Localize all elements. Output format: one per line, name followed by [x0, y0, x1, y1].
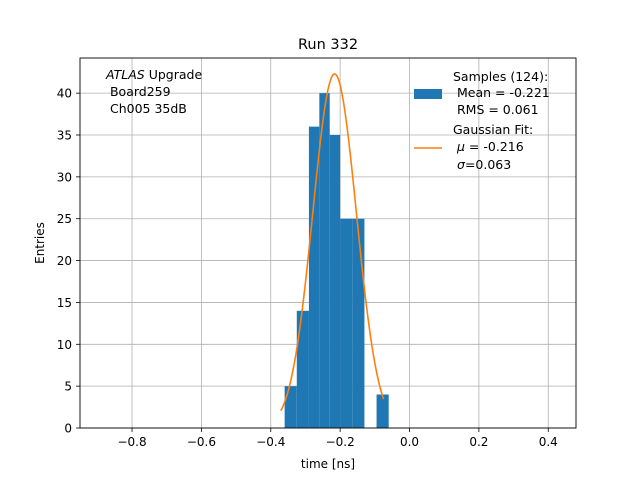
annotation-line-1: ATLAS Upgrade	[105, 67, 202, 82]
y-tick-label: 30	[57, 170, 72, 184]
histogram-bar	[284, 386, 297, 428]
legend-samples-mean: Mean = -0.221	[453, 85, 550, 100]
y-tick-label: 25	[57, 212, 72, 226]
legend-fit-title: Gaussian Fit:	[453, 122, 533, 137]
legend-fit-mu: μ = -0.216	[456, 139, 524, 154]
annotation-line-2: Board259	[106, 84, 171, 99]
x-tick-label: 0.0	[400, 435, 419, 449]
histogram-bar	[308, 126, 320, 429]
histogram-bar	[329, 135, 341, 428]
fit-curve-group	[280, 73, 385, 412]
y-tick-label: 20	[57, 254, 72, 268]
chart-title: Run 332	[298, 37, 358, 53]
y-tick-label: 40	[57, 87, 72, 101]
histogram-bar	[352, 218, 365, 428]
legend: Samples (124): Mean = -0.221 RMS = 0.061…	[414, 69, 550, 172]
plot-frame	[79, 57, 577, 429]
x-tick-label: 0.2	[469, 435, 488, 449]
x-axis-ticks: −0.8 −0.6 −0.4 −0.2 0.0 0.2 0.4	[117, 428, 558, 449]
legend-sigma-symbol: σ	[457, 157, 466, 172]
y-axis-ticks: 0 5 10 15 20 25 30 35 40	[57, 87, 80, 436]
legend-samples-rms: RMS = 0.061	[453, 102, 539, 117]
x-tick-label: −0.6	[187, 435, 216, 449]
atlas-annotation: ATLAS Upgrade Board259 Ch005 35dB	[105, 67, 202, 116]
legend-mu-symbol: μ	[456, 139, 465, 154]
histogram-bar	[296, 310, 309, 428]
legend-sigma-value: =0.063	[465, 157, 511, 172]
x-tick-label: −0.8	[117, 435, 146, 449]
annotation-line-3: Ch005 35dB	[106, 101, 187, 116]
y-tick-label: 10	[57, 338, 72, 352]
x-tick-label: −0.4	[256, 435, 285, 449]
x-tick-label: 0.4	[539, 435, 558, 449]
gaussian-fit-curve	[280, 73, 385, 412]
y-tick-label: 35	[57, 129, 72, 143]
legend-samples-swatch	[414, 89, 442, 99]
legend-fit-sigma: σ=0.063	[457, 157, 511, 172]
histogram-bar	[376, 394, 389, 428]
y-tick-label: 5	[64, 380, 72, 394]
histogram-bars	[284, 93, 389, 429]
x-axis-label: time [ns]	[301, 457, 355, 471]
legend-samples-title: Samples (124):	[453, 69, 548, 84]
histogram-bar	[319, 93, 330, 428]
y-tick-label: 0	[64, 422, 72, 436]
histogram-bar	[340, 218, 353, 428]
annotation-upgrade: Upgrade	[145, 67, 203, 82]
annotation-atlas: ATLAS	[105, 67, 145, 82]
y-tick-label: 15	[57, 296, 72, 310]
y-axis-label: Entries	[33, 222, 47, 264]
legend-mu-value: = -0.216	[465, 139, 524, 154]
x-tick-label: −0.2	[326, 435, 355, 449]
